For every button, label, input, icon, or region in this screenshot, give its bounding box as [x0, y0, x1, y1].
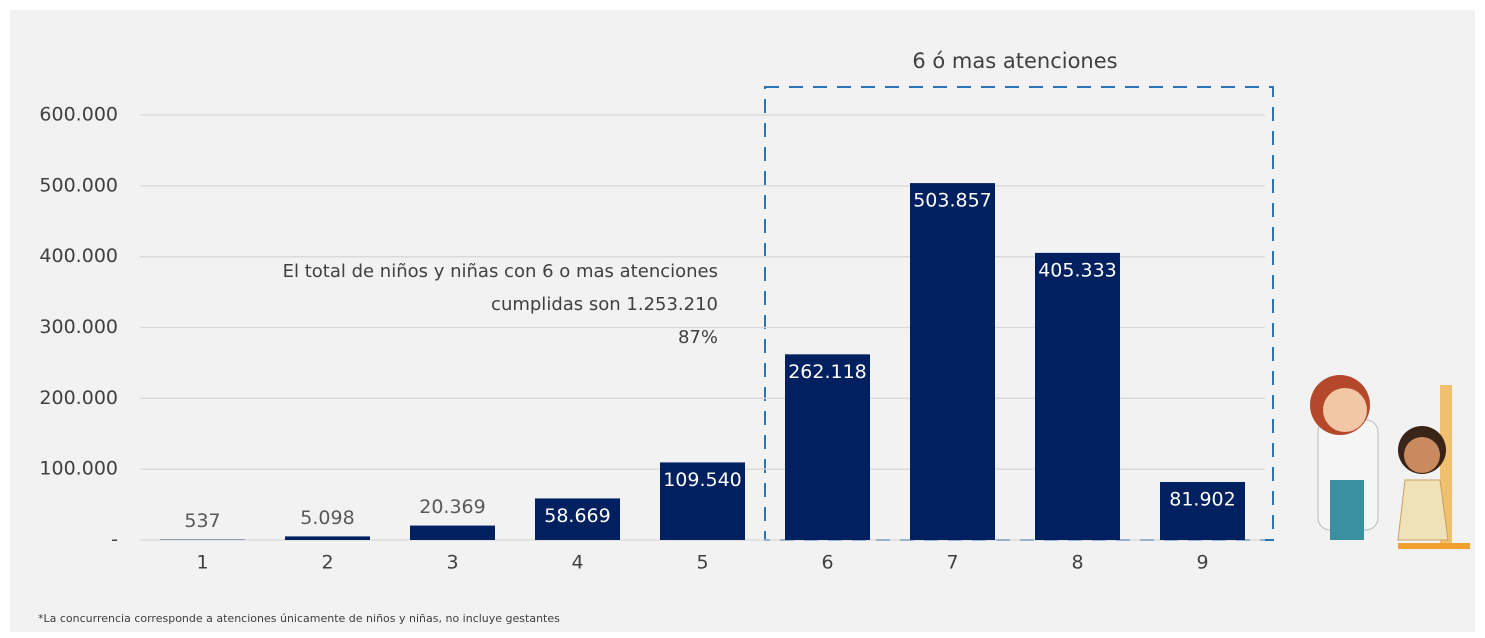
data-label: 537	[184, 510, 220, 532]
bar	[285, 536, 370, 540]
child-face	[1404, 437, 1440, 473]
y-tick-label: -	[111, 529, 118, 551]
bar	[785, 354, 870, 540]
x-tick-label: 2	[321, 552, 333, 574]
data-label: 58.669	[544, 505, 610, 527]
doctor-pants	[1330, 480, 1364, 540]
doctor-face	[1323, 388, 1367, 432]
footnote: *La concurrencia corresponde a atencione…	[38, 612, 560, 625]
bar	[535, 498, 620, 540]
data-label: 262.118	[788, 361, 867, 383]
bar	[910, 183, 995, 540]
annotation: 87%	[678, 327, 718, 348]
x-tick-label: 8	[1071, 552, 1083, 574]
y-tick-label: 600.000	[39, 104, 118, 126]
highlight-box	[764, 86, 1274, 541]
y-tick-label: 400.000	[39, 245, 118, 267]
y-tick-label: 500.000	[39, 174, 118, 196]
illustration	[1310, 375, 1470, 549]
x-tick-label: 6	[821, 552, 833, 574]
x-tick-label: 9	[1196, 552, 1208, 574]
annotation: cumplidas son 1.253.210	[491, 294, 718, 315]
bar	[660, 462, 745, 540]
box-label: 6 ó mas atenciones	[912, 49, 1117, 73]
data-label: 109.540	[663, 469, 742, 491]
bar	[1160, 481, 1245, 540]
data-label: 81.902	[1169, 488, 1235, 510]
y-tick-label: 100.000	[39, 458, 118, 480]
bar	[1035, 252, 1120, 540]
ruler-base	[1398, 543, 1470, 549]
child-dress	[1397, 479, 1449, 541]
data-label: 503.857	[913, 190, 992, 212]
data-label: 20.369	[419, 496, 485, 518]
annotation: El total de niños y niñas con 6 o mas at…	[283, 261, 718, 282]
data-label: 405.333	[1038, 259, 1117, 281]
x-tick-label: 4	[571, 552, 583, 574]
x-tick-label: 5	[696, 552, 708, 574]
bar	[410, 525, 495, 540]
y-tick-label: 200.000	[39, 387, 118, 409]
x-tick-label: 3	[446, 552, 458, 574]
data-label: 5.098	[300, 507, 354, 529]
x-tick-label: 7	[946, 552, 958, 574]
x-tick-label: 1	[196, 552, 208, 574]
y-tick-label: 300.000	[39, 316, 118, 338]
